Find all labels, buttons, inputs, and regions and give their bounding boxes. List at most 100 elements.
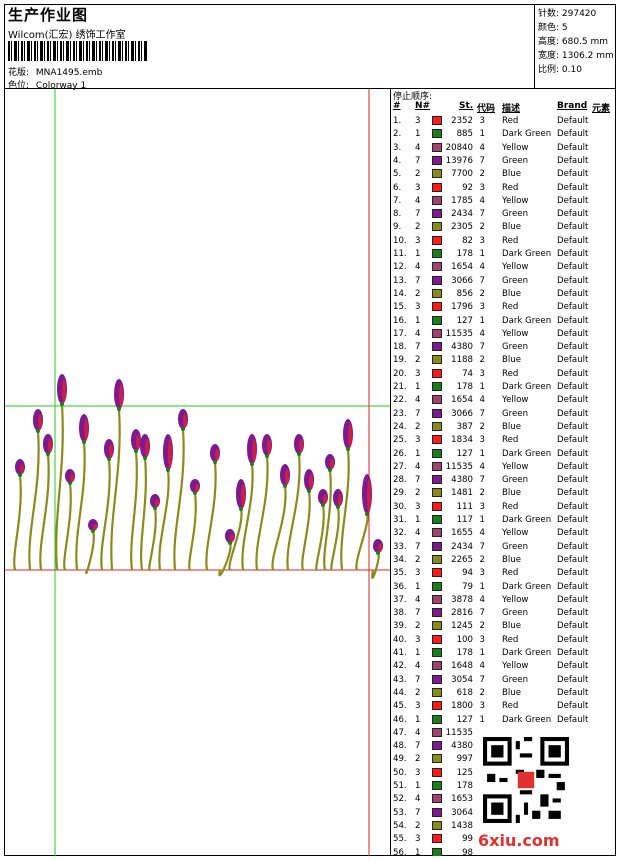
col-st: St. xyxy=(459,101,474,111)
stop-i: 37. xyxy=(393,594,407,605)
colorway-label: 色位: xyxy=(8,81,30,91)
stop-st: 1796 xyxy=(451,302,473,313)
stat-width: 宽度: 1306.2 mm xyxy=(538,51,614,61)
stop-n: 4 xyxy=(415,727,421,738)
flower-calyx xyxy=(307,489,311,493)
stop-n: 4 xyxy=(415,661,421,672)
stop-code: 3 xyxy=(479,302,485,313)
flower-stem xyxy=(315,504,325,572)
qr-code-icon xyxy=(483,737,569,823)
flower-stem xyxy=(271,485,287,571)
flower-calyx xyxy=(376,551,380,555)
page-frame xyxy=(4,4,616,856)
stop-n: 2 xyxy=(415,169,421,180)
stop-row: 10. 3 82 3 Red Default xyxy=(393,235,615,248)
flower-highlight xyxy=(136,434,140,450)
stop-brand: Default xyxy=(557,554,589,565)
stop-code: 4 xyxy=(479,262,485,273)
col-code: 代码 xyxy=(477,104,496,114)
stop-i: 17. xyxy=(393,328,407,339)
stop-desc: Yellow xyxy=(502,262,529,273)
stop-st: 82 xyxy=(462,235,473,246)
stop-n: 4 xyxy=(415,794,421,805)
stop-brand: Default xyxy=(557,528,589,539)
color-swatch xyxy=(432,288,442,298)
stop-st: 1834 xyxy=(451,435,473,446)
stop-code: 1 xyxy=(479,382,485,392)
stop-n: 3 xyxy=(415,435,421,446)
stop-i: 29. xyxy=(393,488,407,499)
flower-highlight xyxy=(309,474,313,490)
design-line: 花版: MNA1495.emb xyxy=(8,65,102,78)
flower-highlight xyxy=(230,534,234,542)
stop-i: 16. xyxy=(393,315,407,326)
stop-desc: Yellow xyxy=(502,461,529,472)
stop-n: 7 xyxy=(415,475,421,486)
stop-row: 5. 2 7700 2 Blue Default xyxy=(393,168,615,181)
stop-st: 2434 xyxy=(451,541,473,552)
stop-row: 46. 1 127 1 Dark Green Default xyxy=(393,714,615,727)
flower-stem xyxy=(355,513,369,571)
stop-desc: Red xyxy=(502,568,519,579)
color-swatch xyxy=(432,541,442,551)
flower-calyx xyxy=(239,507,243,511)
stop-sequence-panel: 停止顺序: # N# St. 代码 描述 Brand 元素 1. 3 2352 3 Re… xyxy=(391,89,616,856)
stop-brand: Default xyxy=(557,621,589,632)
stop-n: 1 xyxy=(415,847,421,857)
stop-st: 127 xyxy=(456,714,473,725)
stop-desc: Dark Green xyxy=(502,515,552,525)
stop-desc: Red xyxy=(502,182,519,193)
stop-desc: Green xyxy=(502,209,529,220)
flower-calyx xyxy=(321,503,325,507)
stop-code: 3 xyxy=(479,235,485,246)
flower-highlight xyxy=(252,439,256,463)
stop-st: 20840 xyxy=(445,142,473,153)
stop-desc: Yellow xyxy=(502,195,529,206)
color-swatch xyxy=(432,554,442,564)
flower-stem xyxy=(188,492,197,571)
flower-highlight xyxy=(155,499,159,507)
stop-brand: Default xyxy=(557,235,589,246)
stop-row: 23. 7 3066 7 Green Default xyxy=(393,408,615,421)
stop-i: 52. xyxy=(393,794,407,805)
stop-n: 3 xyxy=(415,701,421,712)
stop-n: 4 xyxy=(415,328,421,339)
stop-code: 7 xyxy=(479,342,485,353)
color-swatch xyxy=(432,767,442,777)
stop-brand: Default xyxy=(557,222,589,233)
stop-i: 26. xyxy=(393,448,407,459)
stop-n: 4 xyxy=(415,528,421,539)
stop-row: 39. 2 1245 2 Blue Default xyxy=(393,620,615,633)
color-swatch xyxy=(432,488,442,498)
stop-desc: Green xyxy=(502,342,529,353)
flower-highlight xyxy=(84,419,88,441)
color-swatch xyxy=(432,342,442,352)
color-swatch xyxy=(432,315,442,325)
color-swatch xyxy=(432,834,442,844)
color-swatch xyxy=(432,754,442,764)
flower-calyx xyxy=(134,449,138,453)
stop-n: 3 xyxy=(415,834,421,845)
flower-calyx xyxy=(68,481,72,485)
stop-st: 2265 xyxy=(451,554,473,565)
stop-code: 1 xyxy=(479,129,485,140)
stop-brand: Default xyxy=(557,195,589,206)
stop-i: 13. xyxy=(393,275,407,286)
stop-st: 99 xyxy=(462,834,473,845)
stop-code: 7 xyxy=(479,209,485,220)
stop-st: 7700 xyxy=(451,169,473,180)
stop-brand: Default xyxy=(557,395,589,406)
stop-row: 9. 2 2305 2 Blue Default xyxy=(393,221,615,234)
stop-n: 2 xyxy=(415,355,421,366)
stop-st: 92 xyxy=(462,182,473,193)
flower-highlight xyxy=(338,494,342,506)
stop-i: 45. xyxy=(393,701,407,712)
stop-code: 1 xyxy=(479,648,485,658)
flower-highlight xyxy=(267,439,271,455)
stop-st: 4380 xyxy=(451,342,473,353)
stop-brand: Default xyxy=(557,581,589,592)
stop-desc: Green xyxy=(502,475,529,486)
color-swatch xyxy=(432,634,442,644)
flower-highlight xyxy=(215,449,219,461)
stop-row: 32. 4 1655 4 Yellow Default xyxy=(393,527,615,540)
